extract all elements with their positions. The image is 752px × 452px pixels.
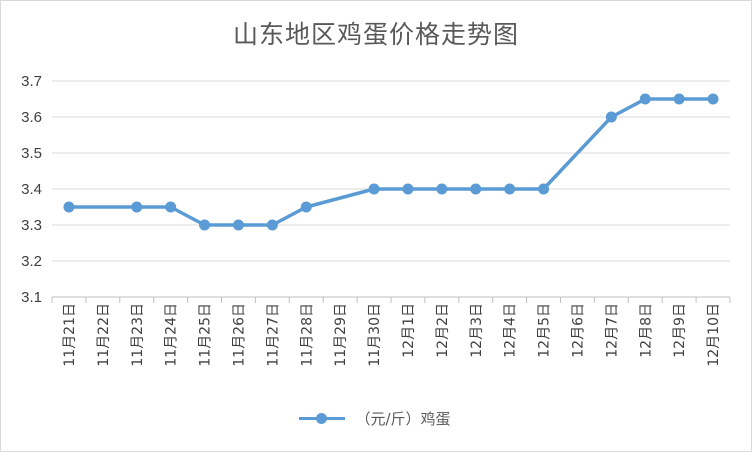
x-tick-label: 12月6日 bbox=[570, 303, 586, 358]
chart-title: 山东地区鸡蛋价格走势图 bbox=[232, 20, 519, 49]
y-tick-label: 3.3 bbox=[21, 217, 42, 234]
data-point bbox=[131, 201, 143, 213]
x-tick-label: 12月10日 bbox=[706, 303, 722, 367]
data-point bbox=[707, 93, 719, 105]
y-tick-label: 3.7 bbox=[21, 73, 42, 90]
x-tick-label: 11月22日 bbox=[96, 303, 112, 367]
x-tick-label: 11月26日 bbox=[231, 303, 247, 367]
x-tick-label: 12月8日 bbox=[638, 303, 654, 358]
data-point bbox=[470, 183, 482, 195]
x-tick-label: 11月29日 bbox=[333, 303, 349, 367]
data-point bbox=[368, 183, 380, 195]
y-tick-label: 3.4 bbox=[21, 181, 42, 198]
legend-swatch-icon bbox=[299, 412, 346, 425]
data-point bbox=[504, 183, 516, 195]
x-tick-label: 11月27日 bbox=[265, 303, 281, 367]
x-tick-label: 12月2日 bbox=[435, 303, 451, 358]
y-tick-label: 3.5 bbox=[21, 145, 42, 162]
x-tick-label: 11月28日 bbox=[299, 303, 315, 367]
data-point bbox=[436, 183, 448, 195]
data-point bbox=[605, 111, 617, 123]
y-tick-label: 3.6 bbox=[21, 109, 42, 126]
data-point bbox=[63, 201, 75, 213]
x-tick-label: 12月5日 bbox=[537, 303, 553, 358]
x-tick-label: 12月7日 bbox=[604, 303, 620, 358]
data-point bbox=[300, 201, 312, 213]
legend-label: （元/斤）鸡蛋 bbox=[355, 410, 451, 428]
y-tick-label: 3.2 bbox=[21, 253, 42, 270]
data-point bbox=[673, 93, 685, 105]
x-tick-label: 12月4日 bbox=[503, 303, 519, 358]
data-point bbox=[165, 201, 177, 213]
data-point bbox=[232, 219, 244, 231]
x-tick-label: 11月21日 bbox=[62, 303, 78, 367]
x-tick-label: 11月25日 bbox=[198, 303, 214, 367]
x-tick-label: 11月30日 bbox=[367, 303, 383, 367]
data-point bbox=[538, 183, 550, 195]
y-tick-label: 3.1 bbox=[21, 289, 42, 306]
data-point bbox=[639, 93, 651, 105]
x-tick-label: 11月24日 bbox=[164, 303, 180, 367]
x-tick-label: 12月9日 bbox=[672, 303, 688, 358]
x-tick-label: 12月1日 bbox=[401, 303, 417, 358]
data-point bbox=[266, 219, 278, 231]
data-point bbox=[199, 219, 211, 231]
x-tick-label: 12月3日 bbox=[469, 303, 485, 358]
x-tick-label: 11月23日 bbox=[130, 303, 146, 367]
data-point bbox=[402, 183, 414, 195]
legend: （元/斤）鸡蛋 bbox=[0, 408, 750, 429]
